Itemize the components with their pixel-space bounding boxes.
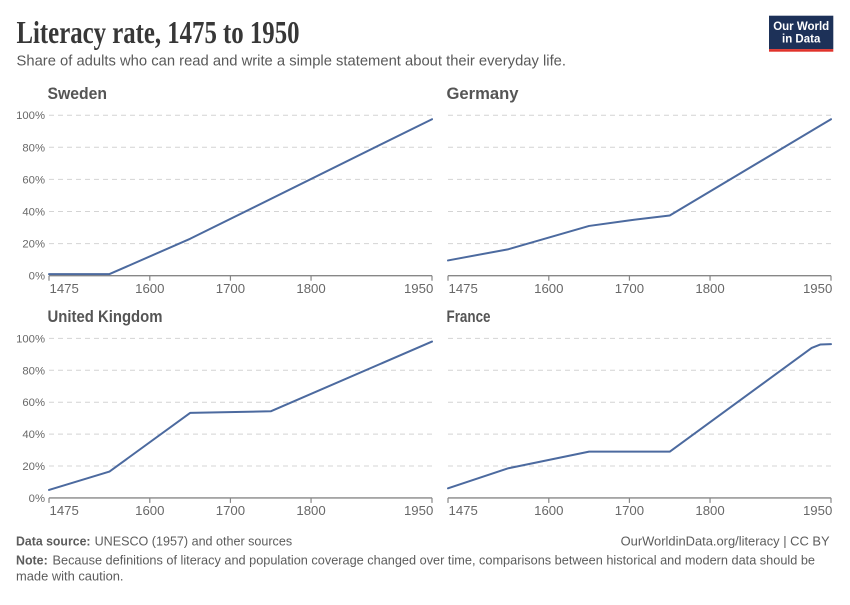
svg-text:1800: 1800 [695,503,724,518]
svg-text:1700: 1700 [216,281,245,296]
svg-text:100%: 100% [16,333,45,345]
svg-text:1800: 1800 [695,281,724,296]
svg-text:Data source:: Data source: [16,534,91,549]
svg-text:1800: 1800 [296,281,325,296]
svg-text:40%: 40% [22,429,45,441]
svg-text:1475: 1475 [50,503,79,518]
svg-text:Sweden: Sweden [48,84,108,103]
svg-text:in Data: in Data [782,34,821,46]
svg-text:1700: 1700 [615,281,644,296]
svg-text:1600: 1600 [135,503,164,518]
svg-text:40%: 40% [22,207,45,219]
svg-text:1475: 1475 [449,281,478,296]
svg-text:France: France [447,307,491,326]
svg-text:1600: 1600 [534,281,563,296]
svg-text:1950: 1950 [404,503,433,518]
svg-text:1700: 1700 [216,503,245,518]
svg-text:1950: 1950 [803,503,832,518]
svg-text:1800: 1800 [296,503,325,518]
svg-text:made with caution.: made with caution. [16,569,123,584]
svg-text:1475: 1475 [50,281,79,296]
svg-text:1475: 1475 [449,503,478,518]
svg-text:1600: 1600 [534,503,563,518]
svg-text:1700: 1700 [615,503,644,518]
svg-text:Share of adults who can read a: Share of adults who can read and write a… [17,53,567,70]
svg-text:United Kingdom: United Kingdom [48,307,163,326]
svg-text:20%: 20% [22,239,45,251]
svg-text:UNESCO (1957) and other source: UNESCO (1957) and other sources [95,534,293,549]
svg-text:OurWorldinData.org/literacy |: OurWorldinData.org/literacy | CC BY [621,534,830,549]
svg-text:100%: 100% [16,110,45,122]
svg-text:1600: 1600 [135,281,164,296]
svg-text:Because definitions of literac: Because definitions of literacy and popu… [53,553,816,568]
svg-text:Germany: Germany [447,84,520,103]
svg-text:Our World: Our World [773,21,829,33]
svg-text:80%: 80% [22,142,45,154]
svg-text:Literacy rate, 1475 to 1950: Literacy rate, 1475 to 1950 [17,14,300,50]
svg-text:1950: 1950 [803,281,832,296]
svg-text:0%: 0% [29,493,45,505]
svg-text:1950: 1950 [404,281,433,296]
svg-text:60%: 60% [22,174,45,186]
svg-text:80%: 80% [22,365,45,377]
svg-text:20%: 20% [22,461,45,473]
svg-text:0%: 0% [29,271,45,283]
svg-text:Note:: Note: [16,553,48,568]
svg-text:60%: 60% [22,397,45,409]
